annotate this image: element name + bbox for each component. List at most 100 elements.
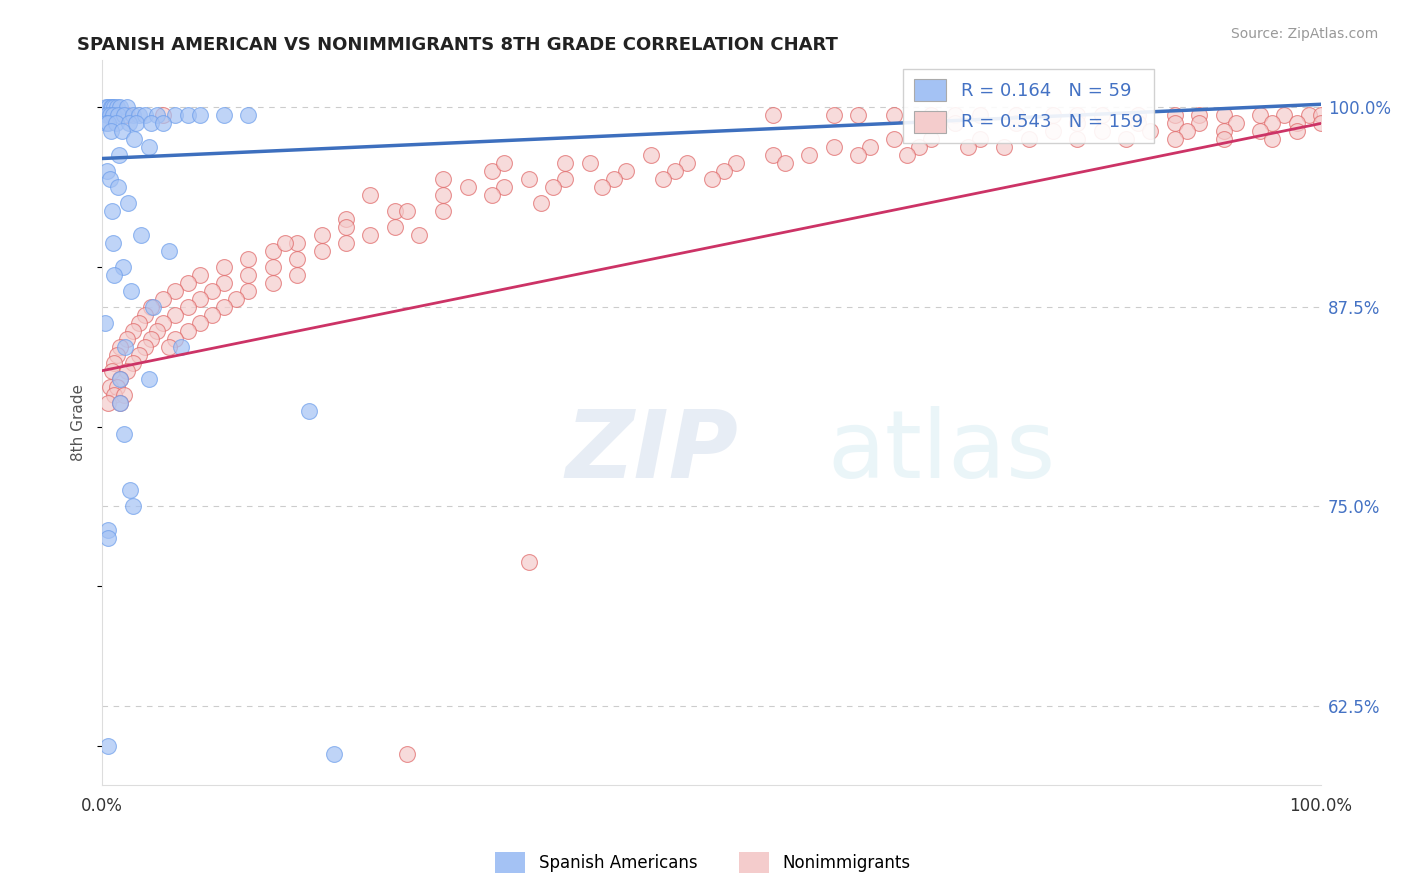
Point: [121, 108, 143, 122]
Point: [238, 284, 260, 298]
Point: [1128, 116, 1150, 130]
Point: [97, 739, 120, 753]
Point: [122, 132, 145, 146]
Point: [359, 188, 381, 202]
Point: [115, 364, 138, 378]
Point: [1066, 108, 1088, 122]
Point: [212, 276, 235, 290]
Point: [115, 332, 138, 346]
Text: Source: ZipAtlas.com: Source: ZipAtlas.com: [1230, 27, 1378, 41]
Point: [1128, 108, 1150, 122]
Point: [517, 555, 540, 569]
Point: [1005, 108, 1028, 122]
Point: [146, 108, 169, 122]
Point: [823, 140, 845, 154]
Point: [1212, 132, 1234, 146]
Point: [117, 196, 139, 211]
Point: [335, 212, 357, 227]
Point: [176, 300, 198, 314]
Point: [165, 108, 187, 122]
Point: [883, 108, 905, 122]
Point: [640, 148, 662, 162]
Point: [945, 108, 967, 122]
Point: [212, 260, 235, 274]
Point: [384, 220, 406, 235]
Point: [1298, 108, 1320, 122]
Point: [311, 228, 333, 243]
Point: [1091, 124, 1114, 138]
Point: [107, 180, 129, 194]
Point: [285, 268, 308, 282]
Point: [134, 340, 156, 354]
Point: [129, 228, 152, 243]
Point: [138, 372, 160, 386]
Point: [1188, 108, 1211, 122]
Point: [262, 260, 284, 274]
Point: [1310, 108, 1333, 122]
Point: [797, 148, 820, 162]
Text: atlas: atlas: [827, 406, 1056, 498]
Point: [1310, 116, 1333, 130]
Point: [138, 140, 160, 154]
Point: [146, 324, 169, 338]
Point: [105, 100, 128, 114]
Point: [103, 268, 125, 282]
Point: [105, 379, 128, 393]
Point: [121, 284, 143, 298]
Point: [152, 316, 174, 330]
Point: [846, 108, 869, 122]
Point: [554, 156, 576, 170]
Point: [1042, 108, 1064, 122]
Point: [104, 116, 127, 130]
Point: [152, 116, 174, 130]
Point: [134, 108, 156, 122]
Text: SPANISH AMERICAN VS NONIMMIGRANTS 8TH GRADE CORRELATION CHART: SPANISH AMERICAN VS NONIMMIGRANTS 8TH GR…: [77, 36, 838, 54]
Point: [170, 340, 193, 354]
Point: [603, 172, 626, 186]
Point: [494, 180, 516, 194]
Point: [103, 100, 125, 114]
Point: [896, 148, 918, 162]
Point: [1175, 124, 1198, 138]
Point: [121, 324, 143, 338]
Point: [152, 292, 174, 306]
Point: [107, 108, 129, 122]
Point: [285, 252, 308, 266]
Point: [481, 164, 503, 178]
Point: [1274, 108, 1296, 122]
Point: [651, 172, 673, 186]
Point: [101, 204, 124, 219]
Point: [98, 379, 121, 393]
Point: [945, 116, 967, 130]
Point: [676, 156, 699, 170]
Point: [97, 531, 120, 545]
Point: [1249, 108, 1271, 122]
Point: [335, 220, 357, 235]
Point: [128, 316, 150, 330]
Point: [110, 395, 132, 409]
Point: [110, 372, 132, 386]
Point: [97, 395, 120, 409]
Point: [262, 276, 284, 290]
Point: [262, 244, 284, 258]
Point: [285, 235, 308, 250]
Point: [188, 268, 211, 282]
Point: [517, 172, 540, 186]
Point: [311, 244, 333, 258]
Point: [165, 308, 187, 322]
Point: [969, 132, 991, 146]
Point: [395, 747, 418, 761]
Point: [157, 244, 180, 258]
Point: [700, 172, 723, 186]
Point: [101, 364, 124, 378]
Point: [1066, 132, 1088, 146]
Point: [201, 308, 224, 322]
Point: [823, 108, 845, 122]
Point: [142, 300, 165, 314]
Point: [1261, 116, 1284, 130]
Point: [1212, 108, 1234, 122]
Point: [432, 188, 454, 202]
Point: [121, 500, 143, 514]
Point: [98, 108, 121, 122]
Point: [139, 332, 162, 346]
